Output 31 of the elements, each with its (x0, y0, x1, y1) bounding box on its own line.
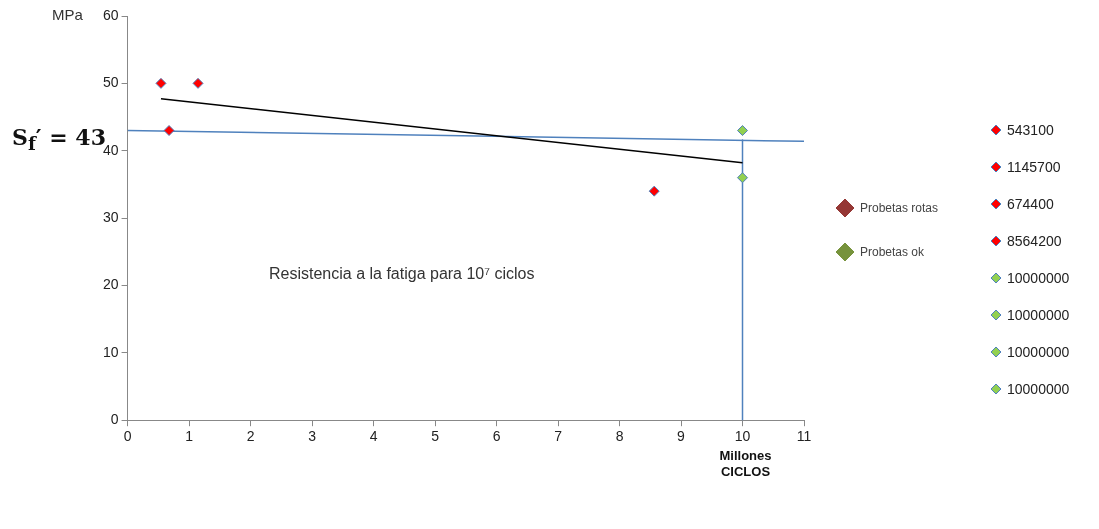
x-tick-label: 5 (431, 428, 440, 445)
y-tick-label: 30 (102, 208, 119, 225)
annotation: Resistencia a la fatiga para 10⁷ ciclos (269, 265, 535, 284)
legend-label: 1145700 (1007, 159, 1061, 175)
y-axis-title: MPa (52, 6, 83, 23)
y-tick-label: 20 (102, 276, 119, 293)
x-tick-label: 2 (246, 428, 255, 445)
y-tick-label: 10 (102, 343, 119, 360)
y-tick-label: 60 (102, 6, 119, 23)
x-tick-label: 6 (492, 428, 501, 445)
x-axis-title: Millones CICLOS (718, 448, 773, 481)
legend-label: 543100 (1007, 122, 1054, 138)
x-tick-label: 10 (734, 428, 751, 445)
x-tick-label: 3 (308, 428, 317, 445)
legend-label: 10000000 (1007, 270, 1070, 286)
legend-label: 8564200 (1007, 233, 1062, 249)
y-tick-label: 0 (110, 411, 119, 428)
x-tick-label: 1 (185, 428, 194, 445)
legend-label: 674400 (1007, 196, 1054, 212)
legend-label: 10000000 (1007, 381, 1070, 397)
x-tick-label: 11 (796, 428, 812, 445)
x-tick-label: 4 (369, 428, 378, 445)
x-tick-label: 8 (615, 428, 624, 445)
legend-label: Probetas ok (860, 245, 925, 259)
legend-label: Probetas rotas (860, 201, 939, 215)
x-tick-label: 9 (677, 428, 686, 445)
x-tick-label: 0 (123, 428, 132, 445)
legend-label: 10000000 (1007, 307, 1070, 323)
legend-label: 10000000 (1007, 344, 1070, 360)
x-tick-label: 7 (554, 428, 563, 445)
y-tick-label: 50 (102, 74, 119, 91)
